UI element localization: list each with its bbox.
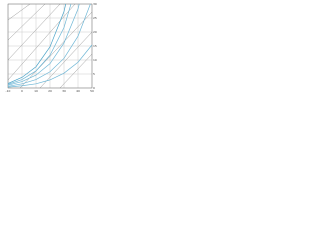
series-line bbox=[8, 4, 91, 87]
series-line bbox=[8, 4, 72, 85]
y-tick-label: 15 bbox=[93, 44, 97, 48]
x-tick-label: 40 bbox=[76, 89, 80, 93]
y-tick-label: 20 bbox=[93, 30, 97, 34]
x-tick-label: 0 bbox=[21, 89, 23, 93]
x-tick-label: 10 bbox=[34, 89, 38, 93]
y-tick-label: 25 bbox=[93, 16, 97, 20]
y-tick-label: 30 bbox=[93, 2, 97, 6]
series-line bbox=[8, 4, 67, 84]
x-tick-label: -10 bbox=[6, 89, 11, 93]
series-line bbox=[8, 44, 92, 88]
x-tick-label: 50 bbox=[90, 89, 94, 93]
y-tick-label: 5 bbox=[93, 72, 95, 76]
x-tick-label: 30 bbox=[62, 89, 66, 93]
series-line bbox=[8, 4, 80, 86]
chart: 0 5 10 15 20 25 30 -10 0 10 20 30 40 50 bbox=[6, 2, 97, 93]
page: {"chart_data": {"type": "line", "x": [-1… bbox=[0, 0, 100, 104]
y-tick-label: 0 bbox=[93, 86, 95, 90]
x-tick-label: 20 bbox=[48, 89, 52, 93]
y-tick-label: 10 bbox=[93, 58, 97, 62]
plot bbox=[8, 4, 92, 88]
